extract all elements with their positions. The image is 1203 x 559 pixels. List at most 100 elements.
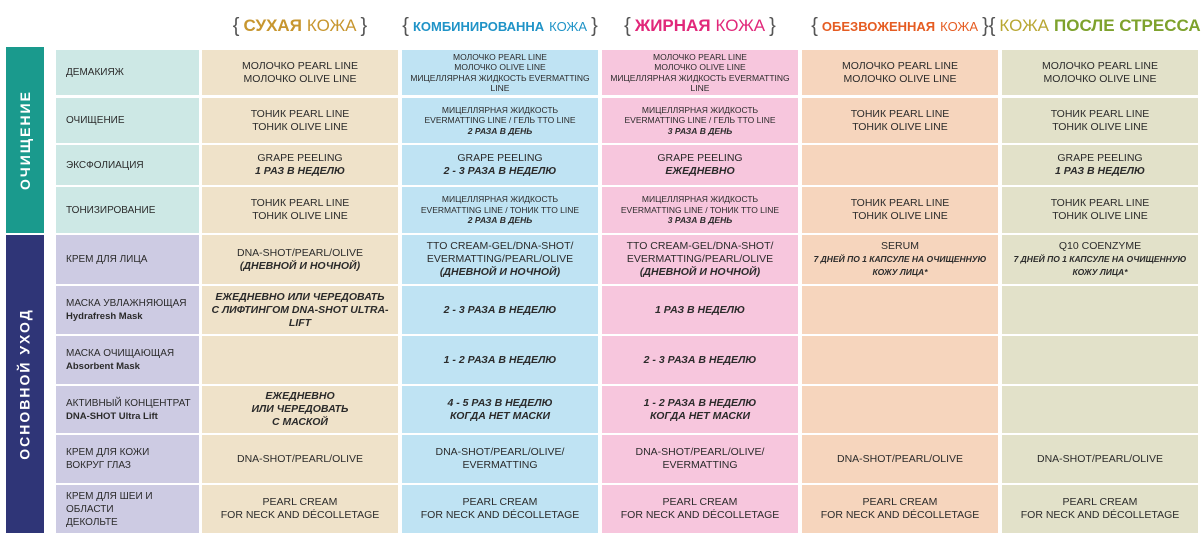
cell-line: ТОНИК OLIVE LINE	[252, 210, 348, 222]
cell-line: 1 - 2 РАЗА В НЕДЕЛЮ	[643, 396, 757, 409]
table-cell: SERUM 7 ДНЕЙ ПО 1 КАПСУЛЕ НА ОЧИЩЕННУЮ КОЖ…	[802, 235, 998, 284]
table-cell	[1002, 286, 1198, 334]
cell-line: 1 РАЗ В НЕДЕЛЮ	[655, 303, 745, 316]
row-label-line: ЭКСФОЛИАЦИЯ	[66, 159, 144, 171]
column-header: {ЖИРНАЯ КОЖА}	[600, 6, 800, 46]
cell-line: МОЛОЧКО OLIVE LINE	[243, 72, 357, 85]
cell-line: КОГДА НЕТ МАСКИ	[449, 409, 551, 422]
cell-line: ТОНИК OLIVE LINE	[252, 120, 348, 133]
row-label-line: МАСКА ОЧИЩАЮЩАЯ	[66, 348, 175, 359]
table-cell	[802, 336, 998, 384]
table-cell: ТОНИК PEARL LINE ТОНИК OLIVE LINE	[1002, 187, 1198, 233]
section-care: ОСНОВНОЙ УХОД	[6, 235, 44, 533]
cell-line: ЕЖЕДНЕВНО	[265, 390, 335, 402]
cell-line: ЕЖЕДНЕВНО ИЛИ ЧЕРЕДОВАТЬ	[215, 290, 385, 303]
table-cell: МОЛОЧКО PEARL LINE МОЛОЧКО OLIVE LINE	[802, 50, 998, 95]
header-brace-close: }	[591, 14, 598, 37]
cell-line: SERUM	[881, 240, 919, 252]
table-cell: DNA-SHOT/PEARL/OLIVE/EVERMATTING	[402, 435, 598, 483]
cell-line: ТОНИК PEARL LINE	[250, 197, 350, 209]
cell-line: ТОНИК OLIVE LINE	[852, 120, 948, 133]
cell-line: КОЖУ ЛИЦА*	[1072, 267, 1128, 277]
table-cell: PEARL CREAM FOR NECK AND DÉCOLLETAGE	[1002, 485, 1198, 533]
table-cell: PEARL CREAM FOR NECK AND DÉCOLLETAGE	[202, 485, 398, 533]
header-brace-open: {	[402, 14, 409, 37]
cell-line: DNA-SHOT/PEARL/OLIVE	[1036, 452, 1164, 465]
cell-line: DNA-SHOT/PEARL/OLIVE	[836, 452, 964, 465]
cell-line: МОЛОЧКО OLIVE LINE	[454, 62, 546, 72]
row-label: ОЧИЩЕНИЕ	[56, 98, 199, 143]
header-word-2: КОЖА	[715, 16, 766, 35]
table-cell: ТОНИК PEARL LINE ТОНИК OLIVE LINE	[802, 98, 998, 143]
section-cleansing: ОЧИЩЕНИЕ	[6, 47, 44, 233]
cell-line: 2 - 3 РАЗА В НЕДЕЛЮ	[443, 165, 557, 177]
header-brace-open: {	[232, 14, 240, 37]
cell-line: EVERMATTING LINE / ТОНИК TTO LINE	[620, 204, 780, 215]
row-label-line: ТОНИЗИРОВАНИЕ	[66, 204, 156, 216]
table-cell: МОЛОЧКО PEARL LINE МОЛОЧКО OLIVE LINE МИЦЕ…	[602, 50, 798, 95]
row-label-line: КРЕМ ДЛЯ ЛИЦА	[66, 254, 148, 265]
row-label-line: ОЧИЩЕНИЕ	[66, 115, 125, 126]
table-cell: GRAPE PEELING ЕЖЕДНЕВНО	[602, 145, 798, 185]
table-cell: TTO CREAM-GEL/DNA-SHOT/EVERMATTING/PEARL…	[602, 235, 798, 284]
row-label-line: КРЕМ ДЛЯ КОЖИ	[66, 447, 150, 458]
cell-line: МОЛОЧКО OLIVE LINE	[1043, 72, 1157, 85]
table-cell: ТОНИК PEARL LINE ТОНИК OLIVE LINE	[1002, 98, 1198, 143]
table-cell	[1002, 386, 1198, 433]
cell-line: EVERMATTING	[462, 459, 538, 471]
cell-line: 2 - 3 РАЗА В НЕДЕЛЮ	[643, 353, 757, 366]
table-cell: GRAPE PEELING 1 РАЗ В НЕДЕЛЮ	[1002, 145, 1198, 185]
row-label-line: ДЕМАКИЯЖ	[66, 67, 124, 78]
cell-line: МИЦЕЛЛЯРНАЯ ЖИДКОСТЬ EVERMATTING LINE	[610, 72, 790, 94]
cell-line: PEARL CREAM	[662, 496, 738, 508]
cell-line: ТОНИК PEARL LINE	[250, 107, 350, 120]
table-cell: DNA-SHOT/PEARL/OLIVE	[202, 435, 398, 483]
cell-line: GRAPE PEELING	[657, 152, 743, 164]
header-word-1: ЖИРНАЯ	[634, 16, 711, 35]
row-label: ЭКСФОЛИАЦИЯ	[56, 145, 199, 185]
table-cell: ТОНИК PEARL LINE ТОНИК OLIVE LINE	[802, 187, 998, 233]
table-cell: DNA-SHOT/PEARL/OLIVE (ДНЕВНОЙ И НОЧНОЙ)	[202, 235, 398, 284]
header-brace-open: {	[988, 14, 996, 37]
table-cell: GRAPE PEELING 1 РАЗ В НЕДЕЛЮ	[202, 145, 398, 185]
table-cell: ЕЖЕДНЕВНО ИЛИ ЧЕРЕДОВАТЬ С МАСКОЙ	[202, 386, 398, 433]
cell-line: Q10 COENZYME	[1058, 240, 1142, 252]
cell-line: С МАСКОЙ	[272, 416, 328, 428]
table-cell: ЕЖЕДНЕВНО ИЛИ ЧЕРЕДОВАТЬ С ЛИФТИНГОМ DNA-…	[202, 286, 398, 334]
cell-line: PEARL CREAM	[862, 496, 938, 508]
header-brace-close: }	[982, 14, 989, 37]
table-cell: DNA-SHOT/PEARL/OLIVE	[802, 435, 998, 483]
row-label-line: DNA-SHOT Ultra Lift	[66, 410, 158, 422]
table-cell: 1 РАЗ В НЕДЕЛЮ	[602, 286, 798, 334]
cell-line: EVERMATTING LINE / ГЕЛЬ TTO LINE	[424, 115, 576, 126]
cell-line: EVERMATTING LINE / ТОНИК TTO LINE	[420, 204, 580, 215]
cell-line: МОЛОЧКО PEARL LINE	[1041, 59, 1158, 72]
cell-line: ТОНИК OLIVE LINE	[1052, 210, 1148, 222]
cell-line: 7 ДНЕЙ ПО 1 КАПСУЛЕ НА ОЧИЩЕННУЮ	[1013, 254, 1187, 264]
cell-line: PEARL CREAM	[462, 496, 538, 508]
cell-line: ТОНИК OLIVE LINE	[1052, 120, 1148, 133]
table-cell: PEARL CREAM FOR NECK AND DÉCOLLETAGE	[802, 485, 998, 533]
cell-line: PEARL CREAM	[1062, 496, 1138, 508]
header-brace-close: }	[769, 14, 776, 37]
column-header: {ОБЕЗВОЖЕННАЯ КОЖА}	[800, 6, 1000, 46]
header-word-1: КОМБИНИРОВАННА	[412, 18, 545, 34]
header-word-2: ПОСЛЕ СТРЕССА	[1054, 16, 1201, 35]
table-cell: DNA-SHOT/PEARL/OLIVE	[1002, 435, 1198, 483]
cell-line: МИЦЕЛЛЯРНАЯ ЖИДКОСТЬ	[641, 194, 759, 205]
cell-line: 7 ДНЕЙ ПО 1 КАПСУЛЕ НА ОЧИЩЕННУЮ	[813, 254, 987, 264]
cell-line: DNA-SHOT/PEARL/OLIVE	[236, 246, 364, 259]
section-care-label: ОСНОВНОЙ УХОД	[17, 308, 33, 460]
cell-line: FOR NECK AND DÉCOLLETAGE	[420, 509, 580, 521]
row-label-line: МАСКА УВЛАЖНЯЮЩАЯ	[66, 298, 187, 309]
cell-line: FOR NECK AND DÉCOLLETAGE	[620, 509, 780, 521]
table-cell	[202, 336, 398, 384]
cell-line: МИЦЕЛЛЯРНАЯ ЖИДКОСТЬ	[641, 104, 759, 115]
row-label: КРЕМ ДЛЯ ШЕИ И ОБЛАСТИ ДЕКОЛЬТЕ	[56, 485, 199, 533]
cell-line: 2 - 3 РАЗА В НЕДЕЛЮ	[443, 303, 557, 316]
row-label: ТОНИЗИРОВАНИЕ	[56, 187, 199, 233]
cell-line: EVERMATTING	[662, 459, 738, 471]
cell-line: КОЖУ ЛИЦА*	[872, 267, 928, 277]
table-cell: МОЛОЧКО PEARL LINE МОЛОЧКО OLIVE LINE	[202, 50, 398, 95]
cell-line: КОГДА НЕТ МАСКИ	[649, 409, 751, 422]
